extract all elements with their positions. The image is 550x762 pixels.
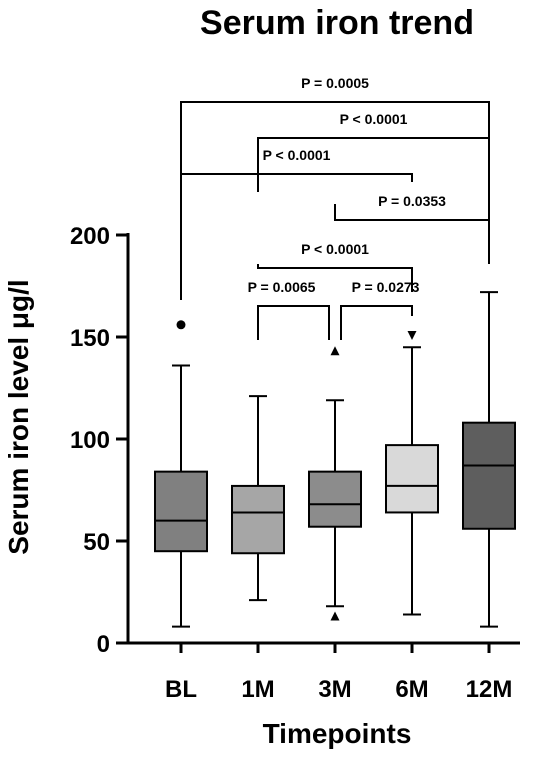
iqr-box xyxy=(462,421,516,530)
bracket-bl-12m: P = 0.0005 xyxy=(180,75,490,300)
bracket-bl-6m: P < 0.0001 xyxy=(180,147,413,192)
iqr-box xyxy=(231,484,285,555)
bracket-line xyxy=(257,305,330,340)
bracket-3m-6m: P = 0.0273 xyxy=(340,279,420,340)
x-axis-title: Timepoints xyxy=(263,718,412,749)
x-tick-label: 1M xyxy=(241,676,274,703)
x-tick-label: 6M xyxy=(395,676,428,703)
outlier-point xyxy=(407,330,417,340)
y-tick-label: 150 xyxy=(70,325,110,352)
p-value-label: P = 0.0065 xyxy=(248,279,316,295)
box-6m xyxy=(385,330,439,616)
axes: 0 50 100 150 200 BL 1M 3M 6M 12M xyxy=(70,223,520,703)
p-value-label: P < 0.0001 xyxy=(340,111,408,127)
box-12m xyxy=(462,291,516,628)
box-1m xyxy=(231,395,285,602)
p-value-label: P < 0.0001 xyxy=(301,241,369,257)
bracket-1m-12m: P < 0.0001 xyxy=(257,111,490,192)
bracket-line xyxy=(334,204,490,264)
bracket-line xyxy=(180,173,413,192)
x-tick-label: 3M xyxy=(318,676,351,703)
significance-brackets: P = 0.0005 P < 0.0001 P < 0.0001 P = 0.0353… xyxy=(180,75,490,340)
bracket-line xyxy=(257,132,490,192)
bracket-3m-12m: P = 0.0353 xyxy=(334,193,490,264)
outlier-point xyxy=(330,346,340,356)
iqr-box xyxy=(154,470,208,553)
p-value-label: P = 0.0273 xyxy=(352,279,420,295)
y-tick-label: 0 xyxy=(97,631,110,658)
chart-title: Serum iron trend xyxy=(200,4,474,42)
iqr-box xyxy=(308,470,362,528)
bracket-1m-6m: P < 0.0001 xyxy=(257,241,413,292)
bracket-line xyxy=(257,264,413,292)
p-value-label: P = 0.0005 xyxy=(301,75,369,91)
box-bl xyxy=(154,320,208,628)
y-axis-title: Serum iron level μg/l xyxy=(3,279,34,554)
y-tick-label: 200 xyxy=(70,223,110,250)
box-3m xyxy=(308,346,362,621)
y-tick-label: 50 xyxy=(83,529,110,556)
p-value-label: P = 0.0353 xyxy=(378,193,446,209)
bracket-line xyxy=(340,305,413,340)
iqr-box xyxy=(385,444,439,514)
box-series xyxy=(154,291,516,628)
p-value-label: P < 0.0001 xyxy=(263,147,331,163)
outlier-point xyxy=(176,320,186,330)
x-tick-label: BL xyxy=(165,676,197,703)
bracket-line xyxy=(180,101,490,300)
outlier-point xyxy=(330,611,340,621)
bracket-1m-3m: P = 0.0065 xyxy=(248,279,330,340)
x-tick-label: 12M xyxy=(466,676,513,703)
y-tick-label: 100 xyxy=(70,427,110,454)
